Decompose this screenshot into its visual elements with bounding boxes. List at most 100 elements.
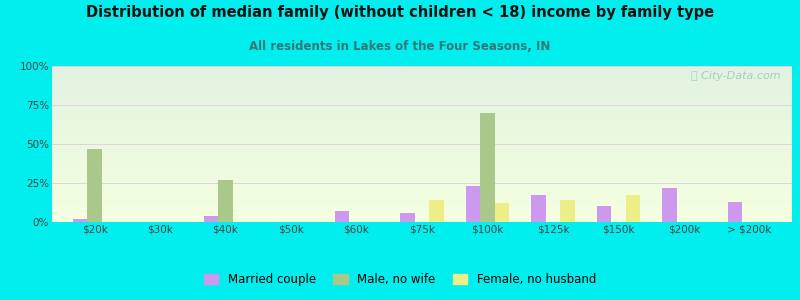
Bar <box>52 117 792 118</box>
Bar <box>52 130 792 131</box>
Bar <box>52 178 792 179</box>
Bar <box>52 119 792 120</box>
Bar <box>52 108 792 109</box>
Bar <box>52 145 792 146</box>
Bar <box>52 201 792 202</box>
Bar <box>52 120 792 121</box>
Bar <box>52 101 792 102</box>
Bar <box>52 103 792 104</box>
Bar <box>52 111 792 112</box>
Bar <box>52 187 792 188</box>
Bar <box>52 163 792 164</box>
Text: All residents in Lakes of the Four Seasons, IN: All residents in Lakes of the Four Seaso… <box>250 40 550 53</box>
Bar <box>52 131 792 132</box>
Bar <box>52 82 792 83</box>
Bar <box>52 190 792 191</box>
Bar <box>52 193 792 194</box>
Bar <box>52 171 792 172</box>
Bar <box>52 118 792 119</box>
Bar <box>52 88 792 89</box>
Bar <box>597 206 611 222</box>
Bar <box>52 147 792 148</box>
Bar <box>52 153 792 154</box>
Bar <box>52 100 792 101</box>
Bar <box>52 83 792 84</box>
Bar <box>52 87 792 88</box>
Bar <box>52 150 792 151</box>
Bar <box>52 202 792 203</box>
Bar <box>52 202 792 203</box>
Bar <box>52 152 792 153</box>
Bar <box>52 200 792 201</box>
Bar <box>52 72 792 73</box>
Bar <box>52 137 792 138</box>
Bar <box>560 200 574 222</box>
Bar <box>52 144 792 145</box>
Bar <box>73 219 87 222</box>
Bar <box>204 216 218 222</box>
Bar <box>52 99 792 100</box>
Bar <box>52 188 792 189</box>
Bar <box>52 80 792 81</box>
Bar <box>52 154 792 155</box>
Legend: Married couple, Male, no wife, Female, no husband: Married couple, Male, no wife, Female, n… <box>199 269 601 291</box>
Bar <box>52 74 792 75</box>
Bar <box>52 114 792 115</box>
Bar <box>52 157 792 158</box>
Bar <box>52 71 792 72</box>
Bar <box>52 177 792 178</box>
Bar <box>52 104 792 105</box>
Bar <box>52 173 792 174</box>
Bar <box>52 158 792 159</box>
Bar <box>531 196 546 222</box>
Bar <box>52 146 792 147</box>
Bar <box>52 94 792 95</box>
Bar <box>87 149 102 222</box>
Bar <box>52 73 792 74</box>
Bar <box>52 95 792 96</box>
Bar <box>52 91 792 92</box>
Bar <box>52 67 792 68</box>
Bar <box>52 206 792 207</box>
Bar <box>52 133 792 134</box>
Bar <box>52 135 792 136</box>
Bar <box>52 176 792 177</box>
Bar <box>52 174 792 175</box>
Bar <box>52 110 792 111</box>
Bar <box>52 85 792 86</box>
Bar <box>52 136 792 137</box>
Bar <box>52 116 792 117</box>
Bar <box>218 180 233 222</box>
Bar <box>52 184 792 185</box>
Bar <box>52 175 792 176</box>
Bar <box>662 188 677 222</box>
Bar <box>52 121 792 122</box>
Bar <box>52 192 792 193</box>
Bar <box>52 109 792 110</box>
Bar <box>400 213 414 222</box>
Bar <box>52 93 792 94</box>
Bar <box>52 205 792 206</box>
Bar <box>52 168 792 169</box>
Bar <box>52 112 792 113</box>
Bar <box>52 217 792 218</box>
Bar <box>52 76 792 77</box>
Bar <box>52 214 792 215</box>
Bar <box>52 155 792 156</box>
Bar <box>52 199 792 200</box>
Bar <box>52 68 792 69</box>
Bar <box>52 181 792 182</box>
Bar <box>52 113 792 114</box>
Bar <box>52 92 792 93</box>
Bar <box>52 162 792 163</box>
Bar <box>52 128 792 129</box>
Bar <box>52 167 792 168</box>
Bar <box>52 216 792 217</box>
Bar <box>52 169 792 170</box>
Bar <box>52 90 792 91</box>
Bar <box>52 220 792 221</box>
Bar <box>52 156 792 157</box>
Bar <box>52 142 792 143</box>
Bar <box>52 221 792 222</box>
Bar <box>52 134 792 135</box>
